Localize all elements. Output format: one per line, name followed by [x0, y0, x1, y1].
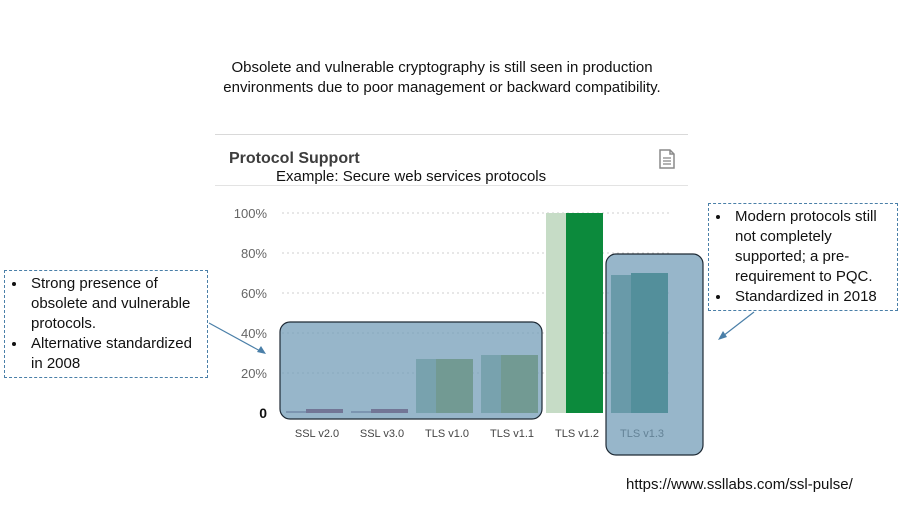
x-tick-label: TLS v1.0	[425, 428, 469, 440]
callout-left-point-2: Alternative standardized in 2008	[27, 334, 207, 374]
y-tick-label: 80%	[241, 246, 267, 261]
x-tick-label: SSL v2.0	[295, 428, 339, 440]
y-tick-label: 60%	[241, 286, 267, 301]
y-tick-label: 100%	[234, 206, 268, 221]
chart-title: Protocol Support	[229, 150, 360, 167]
y-tick-label: 0	[259, 405, 267, 421]
highlight-tls13	[605, 253, 704, 456]
callout-right-connector	[722, 311, 755, 337]
slide-heading: Obsolete and vulnerable cryptography is …	[223, 59, 661, 96]
y-tick-label: 40%	[241, 326, 267, 341]
callout-right-point-1: Modern protocols still not completely su…	[731, 207, 897, 287]
source-link[interactable]: https://www.ssllabs.com/ssl-pulse/	[626, 476, 853, 493]
callout-obsolete-protocols: Strong presence of obsolete and vulnerab…	[4, 270, 208, 378]
highlight-legacy-protocols	[279, 321, 543, 420]
document-icon[interactable]	[658, 149, 676, 169]
callout-modern-protocols: Modern protocols still not completely su…	[708, 203, 898, 311]
chart-top-divider	[215, 134, 688, 135]
x-tick-label: SSL v3.0	[360, 428, 404, 440]
x-tick-label: TLS v1.1	[490, 428, 534, 440]
callout-left-point-1: Strong presence of obsolete and vulnerab…	[27, 274, 207, 334]
bar-previous	[546, 213, 566, 413]
x-tick-label: TLS v1.2	[555, 428, 599, 440]
callout-left-arrowhead	[257, 346, 266, 354]
callout-left-connector	[208, 322, 263, 353]
callout-right-point-2: Standardized in 2018	[731, 287, 897, 307]
chart-subtitle: Example: Secure web services protocols	[276, 168, 547, 185]
callout-right-arrowhead	[718, 331, 727, 340]
bar-current	[566, 213, 603, 413]
chart-header-divider	[215, 185, 688, 186]
y-tick-label: 20%	[241, 366, 267, 381]
